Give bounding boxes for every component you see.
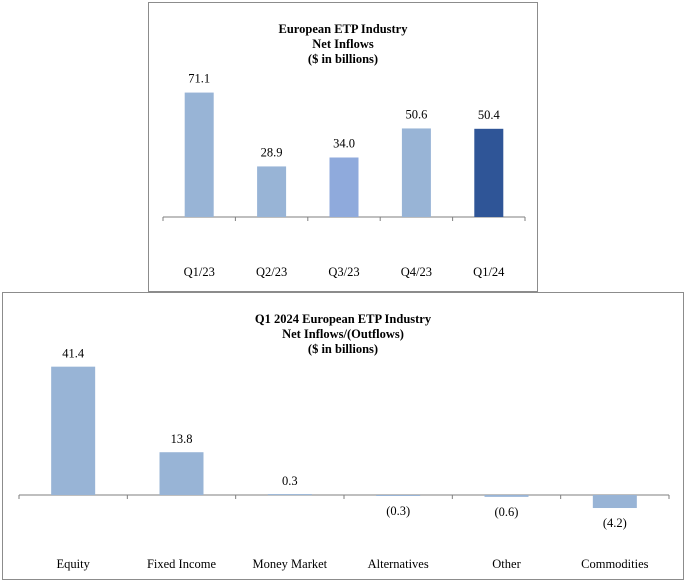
x-tick-label: Q2/23 bbox=[256, 265, 287, 279]
x-tick-label: Fixed Income bbox=[147, 557, 217, 571]
data-label: 50.4 bbox=[478, 108, 501, 122]
x-tick-label: Commodities bbox=[581, 557, 649, 571]
chart-title: European ETP Industry Net Inflows ($ in … bbox=[149, 22, 537, 67]
data-label: 0.3 bbox=[282, 474, 298, 488]
category-bar-chart: 41.4 Equity 13.8 Fixed Income 0.3 Money Marke… bbox=[18, 347, 670, 571]
bar bbox=[484, 495, 529, 497]
x-tick-label: Q1/23 bbox=[184, 265, 215, 279]
data-label: 41.4 bbox=[62, 347, 85, 361]
chart-units-line: ($ in billions) bbox=[307, 342, 379, 356]
bar bbox=[474, 128, 504, 217]
chart-subtitle-line: Net Inflows/(Outflows) bbox=[282, 327, 404, 341]
chart-panel-category: Q1 2024 European ETP Industry Net Inflow… bbox=[2, 292, 684, 580]
bar bbox=[267, 494, 312, 496]
data-label: (0.3) bbox=[386, 504, 410, 518]
data-label: 13.8 bbox=[171, 432, 193, 446]
chart-units-line: ($ in billions) bbox=[307, 52, 379, 66]
data-label: 34.0 bbox=[333, 137, 355, 151]
bar bbox=[376, 495, 421, 496]
x-tick-label: Other bbox=[492, 557, 521, 571]
bar bbox=[592, 495, 637, 509]
x-tick-label: Money Market bbox=[253, 557, 328, 571]
x-tick-label: Q4/23 bbox=[401, 265, 432, 279]
bar bbox=[257, 166, 287, 217]
bar bbox=[329, 157, 359, 217]
chart-title-line: Q1 2024 European ETP Industry bbox=[254, 312, 432, 326]
x-tick-label: Alternatives bbox=[368, 557, 429, 571]
data-label: 50.6 bbox=[405, 107, 427, 121]
data-label: (4.2) bbox=[603, 516, 627, 530]
x-tick-label: Equity bbox=[56, 557, 90, 571]
bar bbox=[51, 366, 96, 495]
bar bbox=[159, 452, 204, 495]
chart-panel-quarterly: European ETP Industry Net Inflows ($ in … bbox=[148, 2, 538, 292]
bar bbox=[401, 128, 431, 217]
bar bbox=[184, 92, 214, 217]
data-label: 28.9 bbox=[261, 145, 283, 159]
chart-title-line: European ETP Industry bbox=[278, 22, 408, 36]
chart-subtitle-line: Net Inflows bbox=[312, 37, 374, 51]
quarterly-bar-chart: 71.1 Q1/23 28.9 Q2/23 34.0 Q3/23 50.6 Q4/23 50.4… bbox=[162, 72, 526, 279]
x-tick-label: Q3/23 bbox=[328, 265, 359, 279]
data-label: (0.6) bbox=[495, 505, 519, 519]
data-label: 71.1 bbox=[188, 72, 210, 86]
chart-title: Q1 2024 European ETP Industry Net Inflow… bbox=[3, 312, 683, 357]
x-tick-label: Q1/24 bbox=[473, 265, 505, 279]
